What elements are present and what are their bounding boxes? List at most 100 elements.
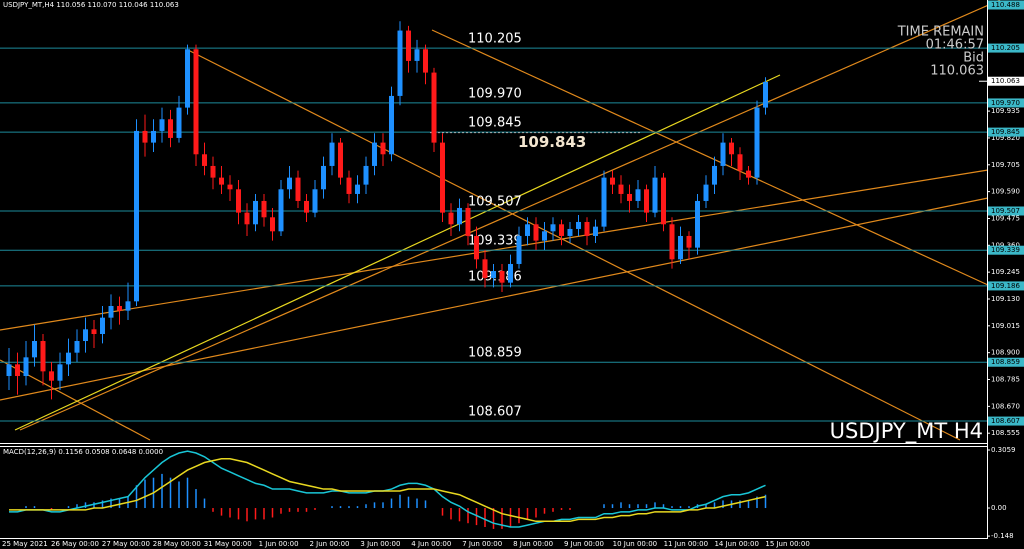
candle-body [508, 263, 513, 283]
candle-body [686, 235, 692, 248]
candle-body [176, 107, 182, 138]
candle-body [610, 177, 615, 185]
candle-body [270, 217, 275, 232]
y-tick-label: 109.935 [991, 107, 1020, 115]
candle-body [338, 142, 343, 178]
x-tick-label: 28 May 00:00 [153, 540, 201, 548]
candle-body [355, 184, 360, 194]
candle-body [423, 49, 428, 73]
candle-body [32, 341, 37, 358]
candle-body [754, 107, 760, 178]
x-tick-label: 8 Jun 00:00 [513, 540, 553, 548]
x-tick-label: 14 Jun 00:00 [714, 540, 758, 548]
candle-body [91, 329, 97, 335]
candle-body [763, 81, 768, 108]
macd-line [9, 457, 766, 523]
level-label: 109.845 [468, 116, 522, 131]
candle-body [389, 95, 394, 155]
level-price-label: 108.859 [991, 358, 1020, 366]
x-tick-label: 10 Jun 00:00 [613, 540, 657, 548]
candle-body [23, 357, 29, 377]
candle-body [321, 165, 326, 190]
candle-body [703, 184, 709, 201]
candle-body [372, 142, 377, 166]
x-tick-label: 11 Jun 00:00 [664, 540, 708, 548]
bid-price-label: 110.063 [991, 77, 1020, 85]
y-tick-label: 108.555 [991, 429, 1020, 437]
candle-body [185, 49, 190, 108]
level-price-label: 109.339 [991, 246, 1020, 254]
level-price-label: 109.970 [991, 99, 1020, 107]
level-label: 110.205 [468, 32, 522, 47]
candle-body [559, 224, 564, 236]
y-tick-label: 109.820 [991, 134, 1020, 142]
candle-body [261, 200, 267, 218]
candle-body [66, 352, 71, 365]
info-text: Bid [963, 51, 984, 66]
x-tick-label: 15 Jun 00:00 [765, 540, 809, 548]
candle-body [346, 177, 352, 194]
candle-body [40, 341, 46, 372]
x-tick-label: 3 Jun 00:00 [360, 540, 400, 548]
level-price-label: 110.488 [991, 1, 1020, 9]
candle-body [457, 207, 462, 225]
level-price-label: 109.845 [991, 128, 1020, 136]
candle-body [74, 341, 80, 353]
candle-body [193, 49, 199, 155]
candle-body [525, 224, 530, 236]
level-label: 109.507 [468, 194, 522, 209]
candle-body [593, 226, 598, 236]
candle-body [584, 221, 590, 236]
candle-body [406, 30, 411, 61]
level-price-box [988, 245, 1024, 255]
candle-body [304, 200, 309, 213]
candle-body [117, 305, 122, 311]
x-tick-label: 9 Jun 00:00 [564, 540, 604, 548]
candle-body [414, 49, 420, 61]
candle-body [491, 270, 496, 278]
candle-body [669, 224, 675, 260]
level-price-box [988, 0, 1024, 10]
level-price-label: 109.186 [991, 282, 1020, 290]
candle-body [6, 364, 12, 377]
candle-body [678, 235, 683, 260]
candle-body [618, 184, 624, 194]
candle-body [151, 130, 156, 143]
candle-body [576, 221, 581, 229]
candle-body [712, 165, 717, 185]
y-tick-label: 108.670 [991, 402, 1020, 410]
candle-body [253, 200, 258, 225]
candle-body [499, 270, 505, 283]
candle-body [278, 189, 284, 232]
level-price-box [988, 127, 1024, 137]
trendline [19, 0, 1001, 431]
y-tick-label: 109.245 [991, 268, 1020, 276]
candle-body [57, 364, 63, 381]
candle-body [661, 177, 666, 225]
candle-body [219, 177, 224, 185]
trendline [0, 197, 989, 401]
candle-body [601, 177, 607, 227]
info-text: TIME REMAIN [897, 25, 984, 40]
candle-body [312, 189, 318, 213]
level-price-box [988, 281, 1024, 291]
candle-body [720, 142, 726, 166]
candle-body [431, 72, 437, 143]
info-text: 01:46:57 [926, 38, 984, 53]
level-price-label: 109.507 [991, 207, 1020, 215]
candle-body [627, 193, 632, 201]
level-price-label: 110.205 [991, 44, 1020, 52]
candle-body [482, 259, 488, 278]
candle-body [202, 154, 207, 166]
macd-line [9, 450, 766, 528]
candle-body [83, 329, 88, 342]
candle-body [635, 189, 641, 201]
trendlines [0, 0, 1001, 441]
candle-body [236, 189, 241, 213]
candle-body [287, 177, 292, 190]
candle-body [695, 200, 700, 248]
macd-header: MACD(12,26,9) 0.1156 0.0508 0.0648 0.000… [3, 448, 163, 456]
level-label: 109.339 [468, 234, 522, 249]
level-price-box [988, 357, 1024, 367]
